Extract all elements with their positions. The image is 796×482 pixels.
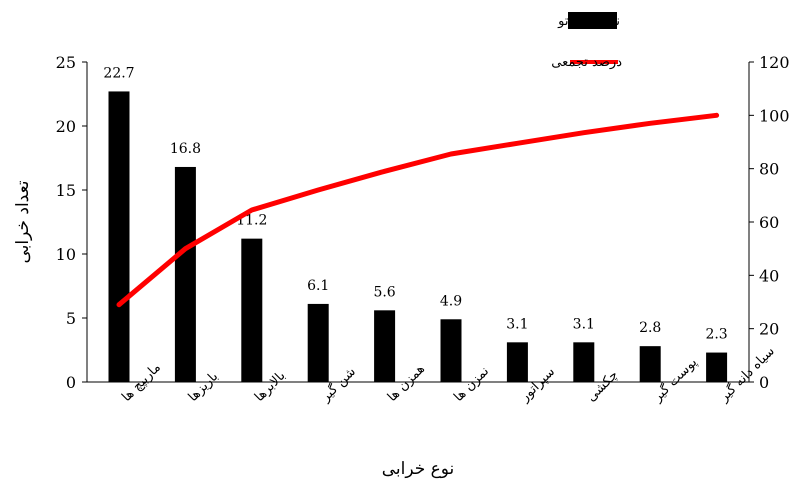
bar-data-label: 2.8 [639,320,661,336]
left-tick-label: 0 [66,373,76,392]
cumulative-percent-line [116,112,720,308]
left-tick-label: 10 [56,245,76,264]
bar-data-label: 22.7 [103,65,134,81]
legend-bar-swatch [568,12,617,29]
x-axis-title: نوع خرابی [382,459,455,479]
bar [706,352,728,382]
right-tick-label: 80 [759,160,779,179]
left-ticks-group: 0 5 10 15 20 25 [56,53,87,392]
right-tick-label: 100 [759,106,790,125]
right-tick-label: 0 [759,373,769,392]
bar-data-label: 16.8 [170,141,201,157]
bar-data-label: 3.1 [506,316,528,332]
right-tick-label: 60 [759,213,779,232]
bar [108,91,130,382]
bar [374,310,396,382]
bar-data-label: 5.6 [373,284,395,300]
left-tick-label: 20 [56,117,76,136]
left-tick-label: 15 [56,181,76,200]
bar-data-label: 4.9 [440,293,462,309]
bar [440,319,462,382]
bars-group [108,91,728,382]
left-tick-label: 5 [66,309,76,328]
legend: نمودار پارتو درصد تجمعی [551,12,622,70]
legend-bar-label: نمودار پارتو [557,14,620,29]
left-tick-label: 25 [56,53,76,72]
bar [307,303,329,382]
bar [241,238,263,382]
right-tick-label: 120 [759,53,790,72]
legend-line-label: درصد تجمعی [551,55,622,70]
bar [174,166,196,382]
bar [506,342,528,382]
bar [573,342,595,382]
bar-data-label: 3.1 [573,316,595,332]
y-axis-title: تعداد خرابی [13,180,33,263]
data-labels-group: 22.716.811.26.1 5.64.93.1 3.1 2.8 2.3 [103,65,727,342]
right-ticks-group: 0 20 40 60 80 100 120 [749,53,790,392]
right-tick-label: 20 [759,320,779,339]
bar [639,346,661,382]
bar-data-label: 6.1 [307,278,329,294]
bar-data-label: 2.3 [705,327,727,343]
right-tick-label: 40 [759,266,779,285]
